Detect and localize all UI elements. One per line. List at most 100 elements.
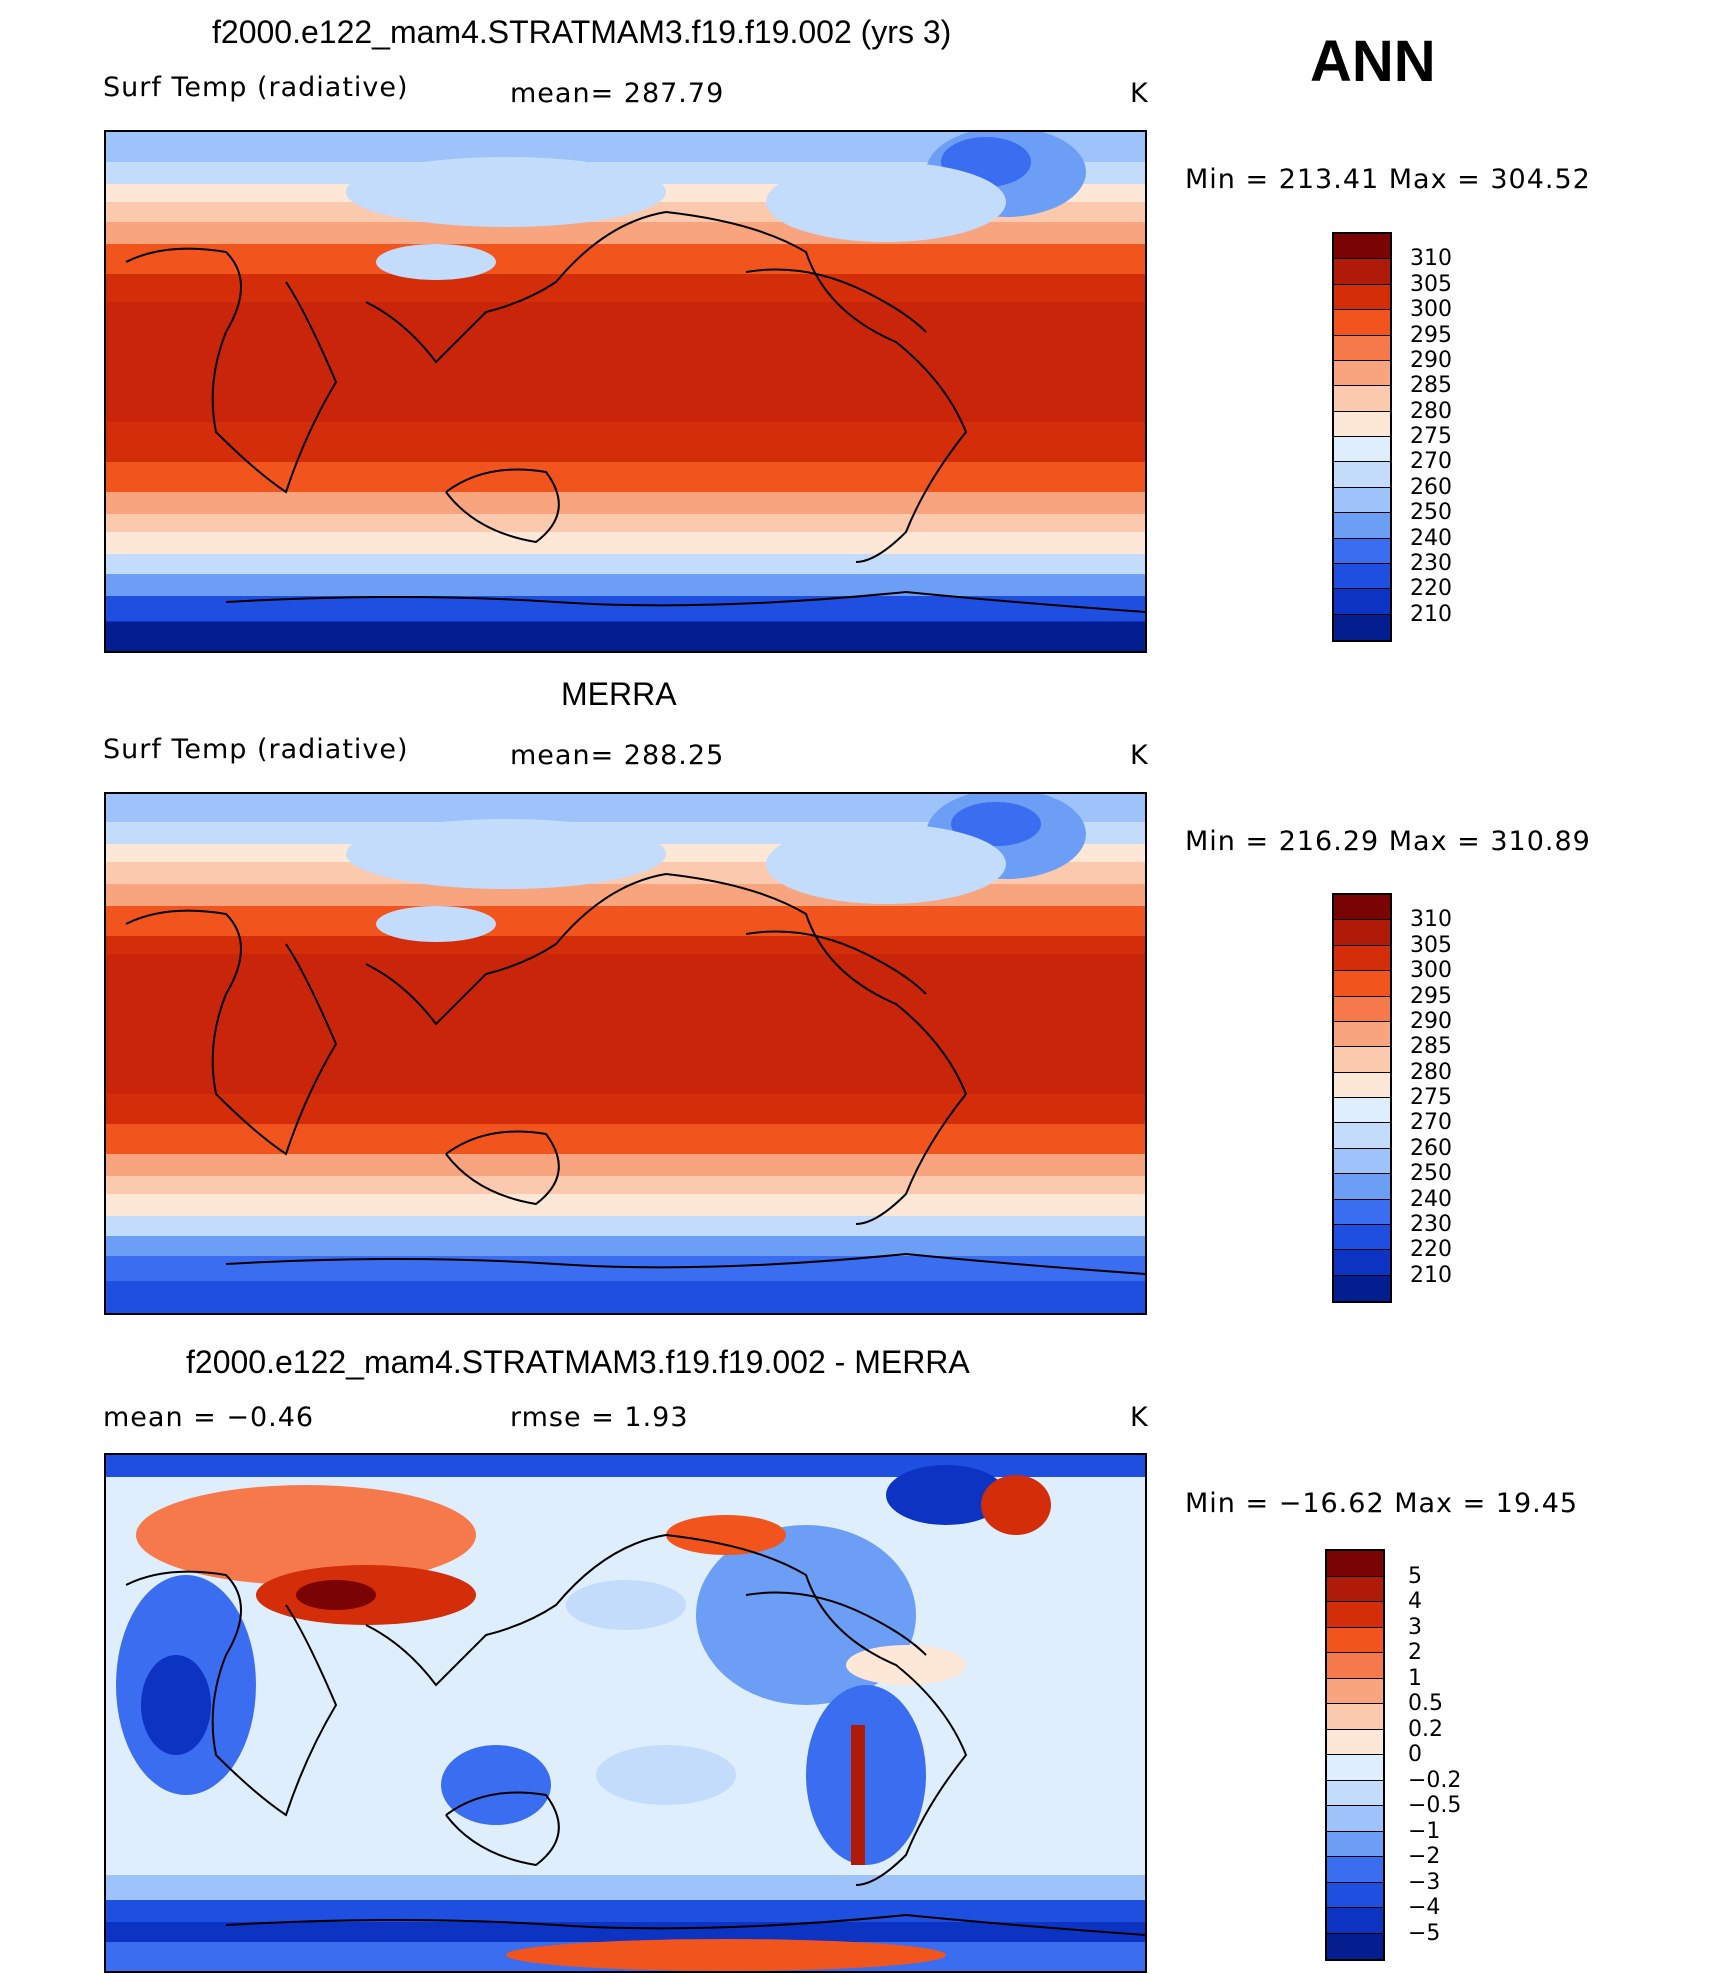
panel1-colorbar-swatch [1334, 538, 1390, 564]
panel3-colorbar-tick-label: −0.5 [1408, 1793, 1462, 1818]
panel1-colorbar-swatch [1334, 259, 1390, 285]
panel2-colorbar-tick-label: 285 [1410, 1034, 1452, 1060]
panel3-colorbar-tick-label: 1 [1408, 1665, 1422, 1691]
panel1-colorbar-tick-label: 290 [1410, 347, 1452, 373]
panel2-colorbar-tick-label: 220 [1410, 1237, 1452, 1263]
panel2-colorbar-swatch [1334, 1047, 1390, 1073]
panel3-colorbar-tick-label: 2 [1408, 1640, 1422, 1665]
panel1-colorbar-swatch [1334, 310, 1390, 336]
panel2-colorbar-swatch [1334, 1072, 1390, 1098]
panel2-colorbar-swatch [1334, 1250, 1390, 1276]
panel1-colorbar-tick-label: 305 [1410, 271, 1452, 297]
panel3-colorbar-tick-label: 0.2 [1408, 1716, 1443, 1742]
panel3-colorbar-tick-label: −4 [1408, 1895, 1441, 1920]
panel3-colorbar [1325, 1549, 1385, 1961]
panel3-colorbar-tick-label: −1 [1408, 1818, 1441, 1844]
panel2-colorbar-swatch [1334, 1174, 1390, 1200]
panel3-rmse: rmse = 1.93 [510, 1402, 689, 1433]
panel1-colorbar-swatch [1334, 234, 1390, 260]
panel3-title: f2000.e122_mam4.STRATMAM3.f19.f19.002 - … [186, 1344, 970, 1380]
panel1-minmax: Min = 213.41 Max = 304.52 [1185, 164, 1591, 195]
panel1-colorbar-swatch [1334, 563, 1390, 590]
panel2-colorbar [1332, 893, 1392, 1303]
panel1-colorbar-swatches [1334, 234, 1390, 640]
panel2-colorbar-swatch [1334, 1148, 1390, 1175]
panel2-colorbar-tick-label: 210 [1410, 1262, 1452, 1288]
panel1-colorbar-tick-label: 295 [1410, 322, 1452, 348]
panel1-colorbar-tick-label: 230 [1410, 550, 1452, 576]
panel3-units: K [1130, 1402, 1149, 1433]
panel1-variable: Surf Temp (radiative) [103, 72, 409, 103]
panel3-colorbar-swatch [1327, 1780, 1383, 1806]
panel2-colorbar-swatch [1334, 1098, 1390, 1124]
panel2-colorbar-tick-label: 310 [1410, 907, 1452, 933]
panel1-colorbar-tick-label: 220 [1410, 576, 1452, 602]
panel1-field [106, 132, 1145, 651]
panel3-colorbar-swatch [1327, 1857, 1383, 1883]
panel2-colorbar-tick-label: 305 [1410, 932, 1452, 958]
panel1-colorbar-swatch [1334, 360, 1390, 387]
panel3-colorbar-tick-label: 5 [1408, 1563, 1422, 1589]
panel2-field [106, 794, 1145, 1313]
panel2-colorbar-tick-label: 300 [1410, 958, 1452, 984]
panel2-colorbar-tick-label: 275 [1410, 1085, 1452, 1110]
panel3-colorbar-swatch [1327, 1576, 1383, 1602]
panel2-colorbar-tick-label: 270 [1410, 1110, 1452, 1136]
panel2-minmax: Min = 216.29 Max = 310.89 [1185, 826, 1591, 857]
panel2-colorbar-swatch [1334, 920, 1390, 946]
panel1-colorbar-swatch [1334, 386, 1390, 412]
panel1-colorbar-tick-label: 310 [1410, 246, 1452, 272]
panel2-colorbar-swatch [1334, 895, 1390, 921]
panel1-colorbar-swatch [1334, 284, 1390, 311]
panel2-title: MERRA [561, 676, 677, 712]
panel3-colorbar-swatch [1327, 1704, 1383, 1730]
panel3-colorbar-swatch [1327, 1551, 1383, 1577]
panel3-field [106, 1455, 1145, 1971]
panel2-colorbar-swatch [1334, 971, 1390, 997]
panel2-colorbar-tick-label: 240 [1410, 1186, 1452, 1212]
panel2-colorbar-tick-label: 290 [1410, 1008, 1452, 1034]
panel1-map [104, 130, 1147, 653]
panel3-colorbar-tick-label: −3 [1408, 1869, 1441, 1895]
panel1-colorbar-swatch [1334, 487, 1390, 514]
panel1-colorbar-swatch [1334, 437, 1390, 463]
panel1-title: f2000.e122_mam4.STRATMAM3.f19.f19.002 (y… [212, 14, 952, 50]
panel2-colorbar-swatch [1334, 996, 1390, 1022]
panel3-colorbar-swatch [1327, 1908, 1383, 1934]
panel3-colorbar-swatch [1327, 1755, 1383, 1781]
panel3-minmax: Min = −16.62 Max = 19.45 [1185, 1488, 1579, 1519]
panel1-colorbar-swatch [1334, 335, 1390, 361]
panel3-mean: mean = −0.46 [103, 1402, 315, 1433]
panel1-colorbar-swatch [1334, 614, 1390, 640]
panel1-colorbar-tick-label: 240 [1410, 525, 1452, 551]
panel2-colorbar-swatch [1334, 945, 1390, 972]
panel1-colorbar-tick-label: 250 [1410, 500, 1452, 526]
panel3-colorbar-tick-label: 3 [1408, 1614, 1422, 1640]
panel3-colorbar-swatch [1327, 1653, 1383, 1679]
panel3-colorbar-tick-label: 0.5 [1408, 1691, 1443, 1716]
panel3-colorbar-tick-label: 0 [1408, 1742, 1422, 1767]
panel2-colorbar-tick-label: 230 [1410, 1211, 1452, 1237]
panel3-colorbar-swatches [1327, 1551, 1383, 1959]
panel2-colorbar-tick-label: 260 [1410, 1135, 1452, 1161]
panel2-colorbar-tick-label: 295 [1410, 983, 1452, 1009]
panel3-colorbar-swatch [1327, 1933, 1383, 1959]
panel1-colorbar-tick-label: 270 [1410, 449, 1452, 475]
panel2-colorbar-tick-label: 250 [1410, 1161, 1452, 1187]
panel1-colorbar-tick-label: 280 [1410, 398, 1452, 424]
panel3-colorbar-tick-label: −0.2 [1408, 1767, 1462, 1793]
panel1-colorbar [1332, 232, 1392, 642]
panel2-mean: mean= 288.25 [510, 740, 725, 771]
panel3-colorbar-swatch [1327, 1882, 1383, 1908]
panel1-colorbar-tick-label: 210 [1410, 601, 1452, 627]
panel2-colorbar-swatches [1334, 895, 1390, 1301]
panel3-colorbar-swatch [1327, 1806, 1383, 1832]
panel1-colorbar-swatch [1334, 513, 1390, 539]
panel2-colorbar-swatch [1334, 1275, 1390, 1301]
panel1-colorbar-swatch [1334, 462, 1390, 488]
panel3-colorbar-tick-label: −5 [1408, 1920, 1441, 1946]
season-label: ANN [1310, 29, 1436, 94]
panel3-colorbar-swatch [1327, 1627, 1383, 1653]
panel2-colorbar-swatch [1334, 1021, 1390, 1048]
panel2-units: K [1130, 740, 1149, 771]
